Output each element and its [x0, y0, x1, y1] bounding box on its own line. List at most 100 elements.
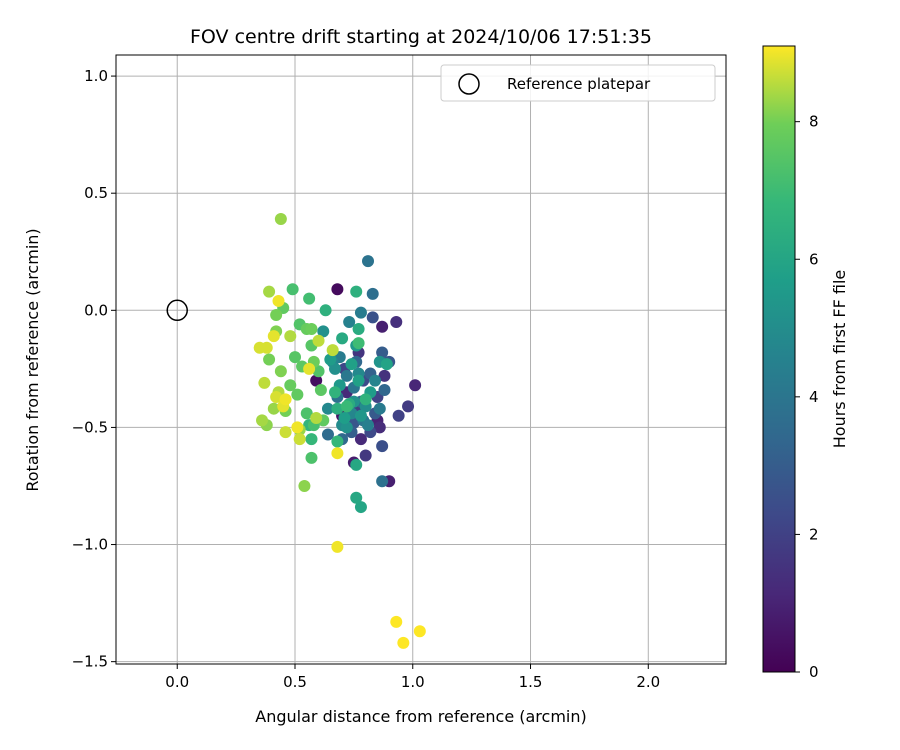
data-point — [279, 393, 292, 406]
data-point — [380, 358, 393, 371]
plot-frame — [115, 54, 727, 665]
x-tick-label: 0.0 — [165, 673, 189, 691]
data-point — [359, 449, 372, 462]
data-point — [402, 400, 415, 413]
data-point — [331, 402, 344, 415]
data-point — [267, 402, 280, 415]
data-point — [305, 323, 318, 336]
data-point — [390, 615, 403, 628]
x-tick-label: 0.5 — [283, 673, 307, 691]
data-point — [314, 383, 327, 396]
data-point — [310, 412, 323, 425]
data-point — [256, 414, 269, 427]
data-point — [362, 255, 375, 268]
data-point — [350, 285, 363, 298]
data-point — [331, 540, 344, 553]
data-point — [317, 325, 330, 338]
data-point — [350, 458, 363, 471]
data-point — [303, 362, 316, 375]
data-point — [366, 311, 379, 324]
legend-label: Reference platepar — [507, 75, 651, 93]
data-point — [326, 344, 339, 357]
data-point — [354, 433, 367, 446]
data-point — [331, 447, 344, 460]
data-point — [354, 409, 367, 422]
data-point — [378, 369, 391, 382]
data-point — [310, 374, 323, 387]
data-point — [409, 379, 422, 392]
colorbar-tick-label: 0 — [809, 663, 819, 681]
colorbar-label: Hours from first FF file — [830, 270, 849, 449]
y-tick-label: −1.0 — [72, 536, 108, 554]
x-tick-label: 2.0 — [636, 673, 660, 691]
data-point — [329, 362, 342, 375]
colorbar-tick-label: 2 — [809, 525, 819, 543]
data-point — [286, 283, 299, 296]
data-point — [331, 283, 344, 296]
data-point — [376, 440, 389, 453]
data-point — [376, 475, 389, 488]
data-point — [366, 287, 379, 300]
data-point — [267, 330, 280, 343]
y-tick-label: 0.0 — [84, 301, 108, 319]
data-point — [340, 400, 353, 413]
colorbar-gradient — [762, 45, 796, 673]
chart-title: FOV centre drift starting at 2024/10/06 … — [190, 26, 652, 48]
x-axis-ticks: 0.0 0.5 1.0 1.5 2.0 — [165, 664, 660, 691]
data-point — [329, 386, 342, 399]
data-point — [352, 374, 365, 387]
data-point — [305, 433, 318, 446]
x-tick-label: 1.0 — [401, 673, 425, 691]
grid-lines — [116, 55, 726, 664]
colorbar-tick-label: 4 — [809, 388, 819, 406]
data-point — [350, 491, 363, 504]
y-axis-label: Rotation from reference (arcmin) — [23, 228, 42, 491]
data-point — [303, 292, 316, 305]
legend-box — [440, 64, 716, 102]
y-tick-label: 1.0 — [84, 67, 108, 85]
x-axis-label: Angular distance from reference (arcmin) — [255, 707, 586, 726]
data-point — [340, 421, 353, 434]
data-point — [291, 388, 304, 401]
data-point — [284, 379, 297, 392]
data-point — [270, 308, 283, 321]
data-point — [274, 365, 287, 378]
y-tick-label: 0.5 — [84, 184, 108, 202]
data-point — [376, 320, 389, 333]
data-point — [392, 409, 405, 422]
data-point — [272, 294, 285, 307]
data-point — [376, 346, 389, 359]
data-point — [369, 374, 382, 387]
data-point — [300, 407, 313, 420]
data-point — [343, 316, 356, 329]
data-point — [373, 402, 386, 415]
data-points — [253, 212, 426, 649]
data-point — [338, 412, 351, 425]
data-point — [270, 390, 283, 403]
x-tick-label: 1.5 — [519, 673, 543, 691]
data-point — [373, 421, 386, 434]
data-point — [359, 393, 372, 406]
data-point — [378, 383, 391, 396]
data-point — [354, 501, 367, 514]
data-point — [324, 353, 337, 366]
data-point — [258, 376, 271, 389]
data-point — [312, 365, 325, 378]
data-point — [279, 426, 292, 439]
data-point — [362, 419, 375, 432]
colorbar-tick-label: 8 — [809, 113, 819, 131]
data-point — [413, 625, 426, 638]
data-point — [352, 337, 365, 350]
y-axis-ticks: 1.0 0.5 0.0 −0.5 −1.0 −1.5 — [72, 67, 116, 671]
colorbar-tick-label: 6 — [809, 250, 819, 268]
data-point — [284, 330, 297, 343]
y-tick-label: −0.5 — [72, 418, 108, 436]
y-tick-label: −1.5 — [72, 653, 108, 671]
data-point — [312, 334, 325, 347]
data-point — [352, 323, 365, 336]
data-point — [321, 402, 334, 415]
data-point — [263, 353, 276, 366]
data-point — [319, 304, 332, 317]
reference-marker — [166, 299, 188, 322]
